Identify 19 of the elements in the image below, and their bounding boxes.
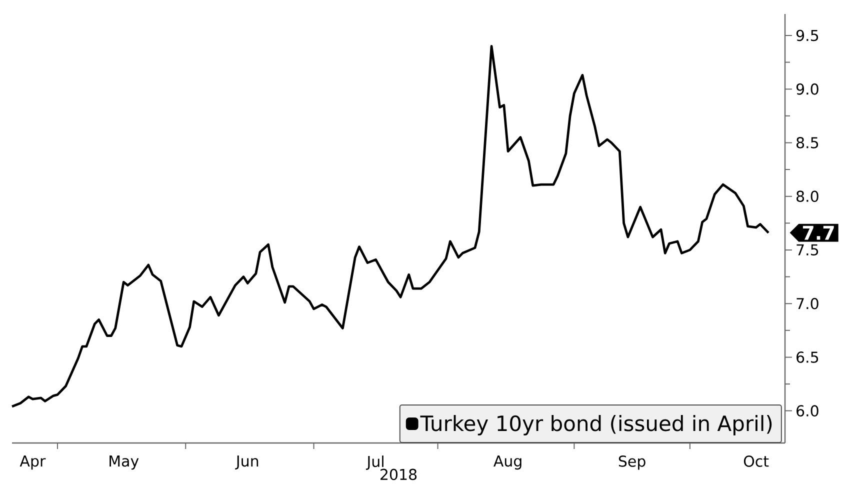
x-tick-label: Apr <box>20 456 46 470</box>
line-series <box>10 44 770 408</box>
x-tick-label: Sep <box>618 456 646 470</box>
x-tick-label: Jun <box>235 456 258 470</box>
annotation: 7.7 <box>802 226 834 240</box>
y-tick-label: 6.5 <box>796 352 818 363</box>
x-axis-title: 2018 <box>380 468 417 480</box>
y-tick-label: 9.5 <box>796 30 818 42</box>
y-tick-label: 9.0 <box>796 83 818 95</box>
y-tick-label: 8.0 <box>796 190 818 202</box>
y-tick-label: 7.0 <box>796 298 818 310</box>
x-tick-label: Aug <box>494 456 522 470</box>
x-tick-label: Jul <box>366 456 384 470</box>
y-tick-label: 7.5 <box>796 244 818 256</box>
y-tick-label: 6.0 <box>796 405 818 416</box>
y-tick-label: 8.5 <box>796 137 818 148</box>
x-tick-label: Oct <box>744 456 769 467</box>
legend-label: Turkey 10yr bond (issued in April) <box>420 415 772 436</box>
x-tick-label: May <box>110 456 139 470</box>
